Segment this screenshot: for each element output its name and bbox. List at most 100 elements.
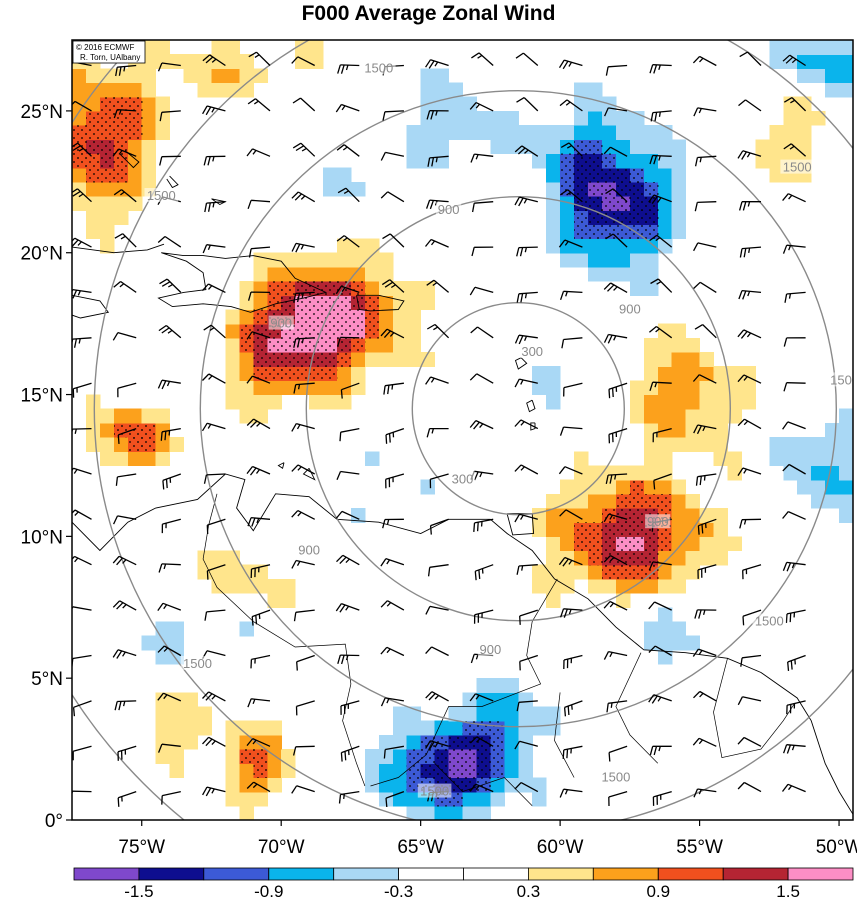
field-cell (755, 153, 770, 169)
wind-barb (558, 239, 583, 248)
field-cell (267, 266, 282, 282)
field-cell (671, 408, 687, 424)
field-cell (155, 621, 171, 637)
field-cell (797, 54, 812, 69)
stipple-cell (267, 352, 282, 367)
wind-barb (340, 745, 360, 762)
wind-barb (787, 654, 806, 671)
stipple-cell (615, 210, 631, 225)
field-cell (420, 281, 436, 296)
field-cell (392, 706, 408, 722)
wind-barb (425, 646, 449, 657)
wind-barb (648, 694, 672, 704)
field-cell (225, 40, 240, 55)
field-cell (490, 125, 505, 140)
wind-barb (560, 142, 583, 157)
colorbar-swatch (657, 867, 724, 881)
stipple-cell (462, 763, 477, 779)
field-cell (615, 238, 631, 254)
colorbar-swatch (268, 867, 335, 881)
wind-barb (514, 196, 538, 207)
field-cell (532, 380, 547, 396)
field-cell (239, 295, 254, 311)
wind-barb (340, 700, 360, 715)
field-cell (643, 352, 659, 367)
wind-barb (380, 697, 405, 707)
field-cell (211, 40, 226, 55)
field-cell (72, 196, 87, 211)
field-cell (713, 550, 728, 566)
wind-barb (514, 419, 539, 430)
field-cell (839, 493, 853, 509)
field-cell (532, 777, 547, 793)
stipple-cell (406, 749, 422, 764)
ring-label: 1500 (601, 770, 630, 785)
wind-barb (559, 99, 583, 112)
field-cell (839, 422, 853, 438)
field-cell (574, 96, 589, 112)
field-cell (113, 196, 129, 211)
ring-label: 1500 (147, 188, 176, 203)
field-cell (72, 167, 87, 183)
field-cell (713, 437, 728, 452)
stipple-cell (462, 749, 477, 764)
stipple-cell (629, 564, 645, 580)
field-cell (239, 380, 254, 396)
stipple-cell (462, 720, 477, 736)
wind-barb (426, 427, 449, 438)
field-cell (546, 181, 561, 197)
field-cell (197, 706, 212, 722)
stipple-cell (602, 536, 617, 552)
wind-barb (246, 465, 271, 476)
field-cell (699, 380, 715, 396)
wind-barb (425, 59, 449, 69)
wind-barb (603, 555, 628, 566)
wind-barb (693, 107, 717, 117)
field-cell (825, 68, 840, 84)
field-cell (225, 309, 240, 325)
field-cell (239, 805, 254, 820)
wind-barb (471, 201, 494, 213)
ring-label: 1500 (183, 656, 212, 671)
field-cell (727, 394, 742, 410)
field-cell (839, 68, 853, 84)
field-cell (518, 125, 533, 140)
wind-barb (563, 382, 583, 397)
stipple-cell (267, 366, 282, 381)
coastline (302, 467, 316, 481)
field-cell (253, 266, 268, 282)
field-cell (490, 678, 505, 693)
wind-barb (385, 473, 405, 489)
field-cell (239, 408, 254, 424)
wind-barb (203, 473, 226, 484)
stipple-cell (323, 366, 338, 381)
stipple-cell (657, 493, 673, 509)
stipple-cell (337, 352, 352, 367)
wind-barb (246, 738, 271, 747)
wind-barb (652, 790, 672, 806)
wind-barb (695, 473, 717, 486)
stipple-cell (574, 210, 589, 225)
field-cell (364, 238, 380, 254)
field-cell (141, 125, 157, 140)
wind-barb (470, 153, 494, 163)
field-cell (629, 266, 645, 282)
wind-barb (603, 146, 628, 157)
field-cell (406, 720, 422, 736)
field-cell (127, 139, 143, 155)
field-cell (337, 252, 352, 268)
wind-barb (737, 374, 762, 384)
field-cell (532, 578, 547, 594)
field-cell (295, 252, 310, 268)
field-cell (127, 408, 143, 424)
field-cell (560, 196, 575, 211)
field-cell (657, 210, 673, 225)
stipple-cell (615, 508, 631, 523)
stipple-cell (602, 153, 617, 169)
field-cell (602, 238, 617, 254)
stipple-cell (629, 493, 645, 509)
stipple-cell (615, 493, 631, 509)
field-cell (546, 167, 561, 183)
field-cell (406, 281, 422, 296)
field-cell (197, 54, 212, 69)
